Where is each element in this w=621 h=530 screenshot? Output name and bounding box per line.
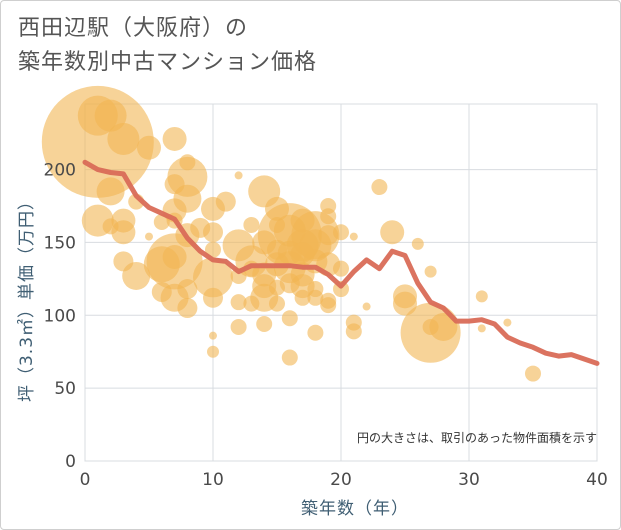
data-bubble [320,297,337,314]
data-bubble [318,225,339,246]
data-bubble [94,99,127,132]
data-bubble [167,156,208,197]
data-bubble [345,323,362,340]
data-bubble [333,260,349,277]
data-bubble [234,171,243,180]
data-bubble [503,318,512,327]
axis-ticks: 0 10 20 30 40 0 50 100 150 200 [44,161,608,490]
data-bubble [307,324,324,341]
data-bubble [207,345,219,358]
data-bubble [294,289,311,306]
data-bubble [193,257,233,298]
data-bubble [256,316,273,333]
data-bubble [281,349,298,366]
data-bubble [209,331,217,340]
data-bubble [145,232,153,241]
chart-title-line1: 西田辺駅（大阪府）の [18,16,249,41]
data-bubble [177,298,198,318]
x-tick-label: 40 [586,470,608,490]
data-bubble [111,208,136,233]
data-bubble [137,135,161,160]
data-bubble [349,232,358,241]
data-bubble [333,224,349,241]
data-bubble [230,318,247,335]
data-bubble [281,310,298,327]
data-bubble [96,177,125,206]
data-bubble [122,261,151,290]
y-tick-label: 150 [44,233,76,253]
data-bubble [269,295,285,312]
data-bubble [371,179,388,196]
data-bubble [203,222,223,243]
data-bubble [205,241,221,258]
data-bubble [107,122,140,155]
trend-line [82,159,600,366]
data-bubble [203,287,223,308]
data-bubble [320,208,337,225]
size-note: 円の大きさは、取引のあった物件面積を示す [357,430,597,445]
y-tick-label: 0 [65,452,76,472]
y-tick-label: 50 [54,379,76,399]
x-tick-label: 20 [330,470,352,490]
data-bubble [411,237,424,250]
y-axis-label: 坪（3.3㎡）単価（万円） [17,192,37,402]
data-bubble [475,290,488,303]
y-tick-label: 100 [44,306,76,326]
x-tick-label: 10 [202,470,224,490]
data-bubble [230,294,247,311]
x-tick-label: 0 [80,470,91,490]
data-bubble [177,279,198,300]
data-bubble [162,126,187,151]
data-bubble [424,265,437,278]
data-bubble [477,324,486,333]
y-tick-label: 200 [44,161,76,181]
data-bubble [429,312,458,341]
x-tick-label: 30 [458,470,480,490]
data-bubble [362,302,371,311]
chart-title: 西田辺駅（大阪府）の 築年数別中古マンション価格 [18,12,317,80]
bubbles-layer [41,85,541,382]
data-bubble [307,289,324,306]
data-bubble [380,220,405,245]
data-bubble [146,233,203,290]
data-bubble [215,191,236,212]
x-axis-label: 築年数（年） [301,499,409,519]
data-bubble [243,216,260,233]
chart-title-line2: 築年数別中古マンション価格 [18,50,318,75]
data-bubble [525,365,541,382]
data-bubble [393,291,417,316]
